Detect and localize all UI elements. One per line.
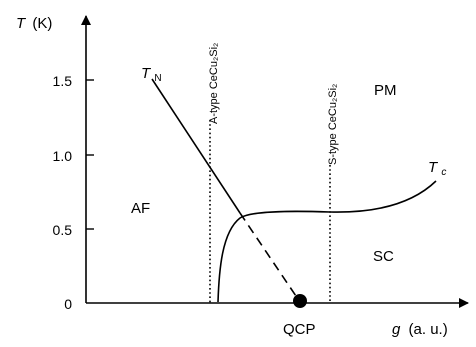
tn-line-solid bbox=[151, 78, 241, 214]
region-af-label: AF bbox=[131, 200, 150, 217]
tn-symbol: T bbox=[141, 65, 152, 82]
qcp-label: QCP bbox=[283, 321, 316, 338]
y-axis-unit: (K) bbox=[32, 15, 52, 32]
x-axis-title: g (a. u.) bbox=[392, 321, 448, 338]
x-axis-symbol: g bbox=[392, 321, 401, 338]
a-type-label: A-type CeCu₂Si₂ bbox=[208, 43, 220, 124]
tn-subscript: N bbox=[154, 73, 161, 84]
s-type-label: S-type CeCu₂Si₂ bbox=[327, 84, 339, 165]
y-tick-label-0: 0 bbox=[64, 296, 72, 312]
y-axis-title: T (K) bbox=[16, 15, 52, 32]
region-pm-label: PM bbox=[374, 82, 397, 99]
region-sc-label: SC bbox=[373, 248, 394, 265]
y-tick-label-0.5: 0.5 bbox=[53, 222, 73, 238]
y-tick-label-1.0: 1.0 bbox=[53, 148, 73, 164]
tc-symbol: T bbox=[428, 159, 439, 176]
x-axis-unit: (a. u.) bbox=[409, 321, 448, 338]
tc-subscript: c bbox=[441, 167, 446, 178]
y-tick-label-1.5: 1.5 bbox=[53, 73, 73, 89]
tc-curve bbox=[217, 180, 437, 303]
qcp-point bbox=[293, 294, 307, 308]
tn-label: T N bbox=[141, 65, 162, 84]
tc-label: T c bbox=[428, 159, 446, 178]
y-axis-symbol: T bbox=[16, 15, 27, 32]
tn-line-dashed bbox=[239, 212, 301, 303]
